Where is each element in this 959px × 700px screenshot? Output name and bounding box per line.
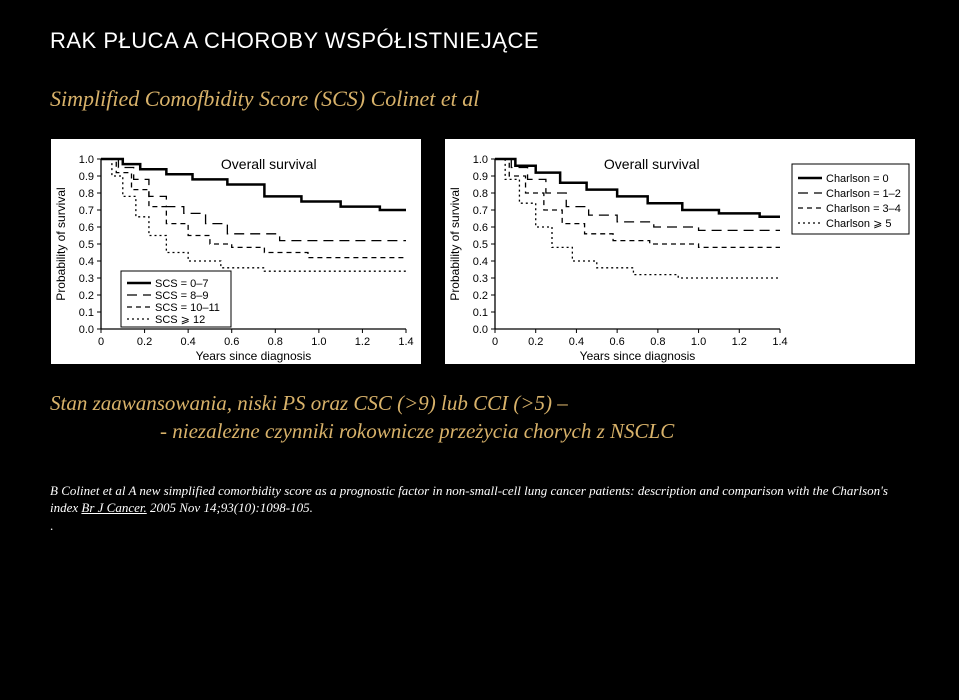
svg-text:0.4: 0.4: [569, 336, 584, 348]
svg-text:Charlson = 0: Charlson = 0: [826, 173, 889, 185]
svg-text:0.0: 0.0: [473, 324, 488, 336]
svg-text:0.8: 0.8: [79, 188, 94, 200]
svg-text:Overall survival: Overall survival: [604, 156, 700, 172]
reference-tail: 2005 Nov 14;93(10):1098-105.: [147, 500, 313, 515]
svg-text:0.4: 0.4: [473, 256, 488, 268]
svg-text:Charlson = 1–2: Charlson = 1–2: [826, 188, 901, 200]
svg-text:Probability of survival: Probability of survival: [54, 187, 68, 300]
svg-text:0.1: 0.1: [79, 307, 94, 319]
charts-row: 0.0 0.1 0.2 0.3 0.4 0.5 0.6 0.7 0.8 0.9 1.0 0 0.2 0.4…: [50, 138, 909, 365]
slide: RAK PŁUCA A CHOROBY WSPÓŁISTNIEJĄCE Simp…: [0, 0, 959, 700]
caption-line-1: Stan zaawansowania, niski PS oraz CSC (>…: [50, 391, 568, 415]
reference: B Colinet et al A new simplified comorbi…: [50, 482, 909, 535]
svg-text:0.4: 0.4: [79, 256, 94, 268]
svg-text:0.8: 0.8: [650, 336, 665, 348]
slide-subtitle: Simplified Comofbidity Score (SCS) Colin…: [50, 86, 909, 112]
svg-text:0.2: 0.2: [79, 290, 94, 302]
svg-text:0: 0: [98, 336, 104, 348]
svg-text:0.9: 0.9: [473, 171, 488, 183]
svg-text:Years since diagnosis: Years since diagnosis: [196, 349, 312, 363]
result-caption: Stan zaawansowania, niski PS oraz CSC (>…: [50, 389, 909, 446]
svg-text:0.2: 0.2: [528, 336, 543, 348]
svg-text:SCS ⩾ 12: SCS ⩾ 12: [155, 314, 205, 326]
svg-text:0.5: 0.5: [473, 239, 488, 251]
svg-text:0.8: 0.8: [268, 336, 283, 348]
svg-text:0.3: 0.3: [473, 273, 488, 285]
svg-text:1.4: 1.4: [772, 336, 787, 348]
svg-text:0.0: 0.0: [79, 324, 94, 336]
chart-right: 0.0 0.1 0.2 0.3 0.4 0.5 0.6 0.7 0.8 0.9 1.0 0 0.2 0.4…: [444, 138, 916, 365]
svg-text:SCS = 10–11: SCS = 10–11: [155, 302, 220, 314]
svg-text:0.6: 0.6: [609, 336, 624, 348]
svg-text:1.2: 1.2: [355, 336, 370, 348]
reference-dot: .: [50, 517, 909, 535]
svg-text:0.1: 0.1: [473, 307, 488, 319]
svg-text:0.6: 0.6: [473, 222, 488, 234]
slide-title: RAK PŁUCA A CHOROBY WSPÓŁISTNIEJĄCE: [50, 28, 909, 54]
svg-text:0.6: 0.6: [224, 336, 239, 348]
chart-left: 0.0 0.1 0.2 0.3 0.4 0.5 0.6 0.7 0.8 0.9 1.0 0 0.2 0.4…: [50, 138, 422, 365]
svg-text:Overall survival: Overall survival: [221, 156, 317, 172]
svg-text:SCS = 8–9: SCS = 8–9: [155, 290, 209, 302]
svg-text:1.4: 1.4: [398, 336, 413, 348]
svg-text:0.5: 0.5: [79, 239, 94, 251]
svg-text:0.7: 0.7: [473, 205, 488, 217]
svg-text:Charlson = 3–4: Charlson = 3–4: [826, 203, 901, 215]
svg-text:0.8: 0.8: [473, 188, 488, 200]
svg-text:0.7: 0.7: [79, 205, 94, 217]
svg-text:0.9: 0.9: [79, 171, 94, 183]
svg-text:1.2: 1.2: [732, 336, 747, 348]
svg-text:0: 0: [492, 336, 498, 348]
caption-line-2: - niezależne czynniki rokownicze przeżyc…: [160, 417, 674, 445]
svg-text:1.0: 1.0: [691, 336, 706, 348]
svg-text:Probability of survival: Probability of survival: [448, 187, 462, 300]
svg-text:0.2: 0.2: [137, 336, 152, 348]
svg-text:SCS = 0–7: SCS = 0–7: [155, 278, 209, 290]
reference-journal: Br J Cancer.: [81, 500, 146, 515]
svg-text:1.0: 1.0: [79, 154, 94, 166]
svg-text:0.4: 0.4: [180, 336, 195, 348]
svg-text:0.2: 0.2: [473, 290, 488, 302]
svg-text:1.0: 1.0: [473, 154, 488, 166]
svg-text:0.3: 0.3: [79, 273, 94, 285]
svg-text:1.0: 1.0: [311, 336, 326, 348]
svg-text:Charlson ⩾ 5: Charlson ⩾ 5: [826, 218, 891, 230]
svg-text:0.6: 0.6: [79, 222, 94, 234]
svg-text:Years since diagnosis: Years since diagnosis: [580, 349, 696, 363]
